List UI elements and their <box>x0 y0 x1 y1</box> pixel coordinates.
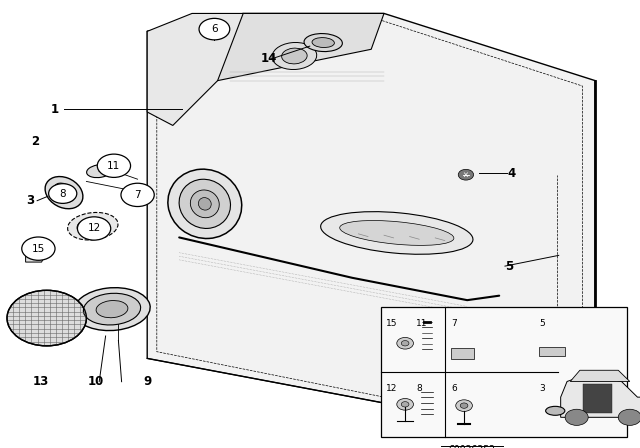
Text: C0036352: C0036352 <box>449 445 495 448</box>
Ellipse shape <box>74 288 150 331</box>
Circle shape <box>401 340 409 346</box>
Polygon shape <box>561 375 640 418</box>
Text: 11: 11 <box>108 161 120 171</box>
Ellipse shape <box>77 218 109 235</box>
Ellipse shape <box>312 38 334 47</box>
Polygon shape <box>147 13 595 421</box>
Ellipse shape <box>83 293 141 325</box>
Ellipse shape <box>321 211 473 254</box>
Text: 8: 8 <box>416 384 422 393</box>
Circle shape <box>77 217 111 240</box>
FancyBboxPatch shape <box>451 348 474 359</box>
Circle shape <box>456 400 472 411</box>
Text: 10: 10 <box>88 375 104 388</box>
Text: 6: 6 <box>211 24 218 34</box>
Circle shape <box>401 401 409 407</box>
Text: 3: 3 <box>27 194 35 207</box>
Ellipse shape <box>168 169 242 238</box>
Ellipse shape <box>198 198 211 210</box>
Text: 11: 11 <box>416 319 428 328</box>
Text: 2: 2 <box>31 134 39 148</box>
Circle shape <box>97 154 131 177</box>
Circle shape <box>397 337 413 349</box>
Ellipse shape <box>282 48 307 64</box>
FancyBboxPatch shape <box>583 383 612 413</box>
Ellipse shape <box>340 220 454 246</box>
Polygon shape <box>570 370 630 381</box>
Text: 7: 7 <box>451 319 457 328</box>
Text: 9: 9 <box>143 375 151 388</box>
Text: 3: 3 <box>540 384 545 393</box>
Polygon shape <box>26 246 45 262</box>
Ellipse shape <box>53 183 75 202</box>
Circle shape <box>121 183 154 207</box>
Ellipse shape <box>68 212 118 240</box>
Circle shape <box>49 184 77 203</box>
Text: 15: 15 <box>32 244 45 254</box>
Ellipse shape <box>304 34 342 52</box>
Text: 12: 12 <box>386 384 397 393</box>
Polygon shape <box>147 13 384 81</box>
Text: 8: 8 <box>60 189 66 198</box>
Circle shape <box>565 409 588 426</box>
Text: 4: 4 <box>508 167 516 180</box>
Text: 13: 13 <box>32 375 49 388</box>
Circle shape <box>22 237 55 260</box>
Polygon shape <box>381 307 627 437</box>
Ellipse shape <box>86 165 112 177</box>
Polygon shape <box>147 13 243 125</box>
Circle shape <box>397 399 413 410</box>
FancyBboxPatch shape <box>540 347 565 356</box>
Circle shape <box>7 290 86 346</box>
Ellipse shape <box>546 406 565 415</box>
Text: 5: 5 <box>540 319 545 328</box>
Circle shape <box>460 403 468 408</box>
Text: 6: 6 <box>451 384 457 393</box>
Text: 1: 1 <box>51 103 58 116</box>
Text: 5: 5 <box>505 260 513 273</box>
Text: 14: 14 <box>260 52 277 65</box>
Ellipse shape <box>45 177 83 209</box>
Circle shape <box>458 169 474 180</box>
Ellipse shape <box>190 190 220 218</box>
Text: 12: 12 <box>88 224 100 233</box>
Text: 7: 7 <box>134 190 141 200</box>
Text: 15: 15 <box>386 319 397 328</box>
Ellipse shape <box>179 179 230 228</box>
Circle shape <box>618 409 640 426</box>
Circle shape <box>199 18 230 40</box>
Ellipse shape <box>272 43 317 69</box>
Ellipse shape <box>96 301 128 318</box>
